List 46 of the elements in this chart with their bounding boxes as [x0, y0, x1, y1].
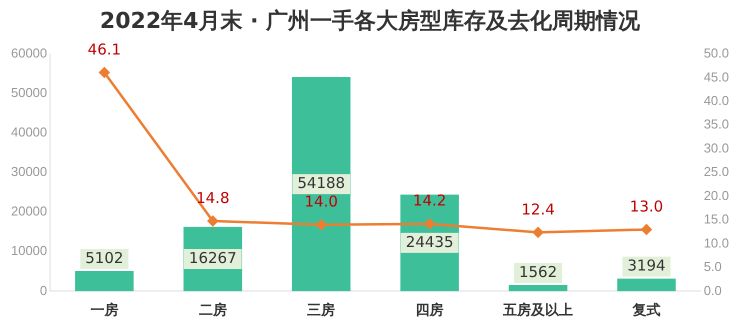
y2-tick-label: 50.0 — [704, 46, 730, 61]
bar — [617, 278, 676, 292]
data-label: 14.2 — [412, 192, 446, 210]
y-tick-label: 50000 — [10, 85, 48, 100]
y2-tick-label: 30.0 — [704, 140, 730, 156]
y-tick-label: 10000 — [10, 243, 48, 258]
y2-tick-label: 40.0 — [704, 93, 730, 108]
x-tick-label: 一房 — [90, 301, 118, 318]
data-label: 13.0 — [630, 197, 664, 216]
data-label: 12.4 — [521, 200, 555, 218]
y-tick-label: 60000 — [10, 46, 48, 61]
data-label: 14.0 — [304, 192, 338, 211]
data-label: 54188 — [297, 174, 346, 192]
point — [208, 216, 218, 226]
y2-tick-label: 10.0 — [704, 235, 730, 250]
y2-tick-label: 20.0 — [704, 188, 730, 203]
data-label: 3194 — [627, 256, 666, 274]
bar — [75, 271, 134, 292]
data-label: 5102 — [85, 248, 124, 267]
point — [424, 218, 435, 230]
x-tick-label: 五房及以上 — [502, 301, 574, 318]
x-tick-label: 二房 — [198, 301, 227, 318]
x-tick-label: 三房 — [307, 301, 336, 318]
point — [532, 227, 544, 238]
y-tick-label: 20000 — [10, 204, 48, 219]
data-label: 46.1 — [88, 40, 122, 58]
y2-tick-label: 45.0 — [704, 69, 730, 84]
point — [316, 220, 326, 230]
x-tick-label: 复式 — [631, 301, 660, 318]
point — [99, 67, 110, 78]
chart-title: 2022年4月末 · 广州一手各大房型库存及去化周期情况 — [98, 8, 642, 36]
y-tick-label: 40000 — [10, 124, 48, 140]
y2-tick-label: 15.0 — [704, 212, 730, 227]
y2-tick-label: 35.0 — [704, 116, 730, 132]
bar — [508, 285, 568, 292]
data-label: 1562 — [518, 262, 558, 281]
y2-tick-label: 0.0 — [704, 282, 722, 298]
y2-tick-label: 5.0 — [704, 259, 722, 274]
x-tick-label: 四房 — [416, 301, 444, 318]
y-tick-label: 0 — [40, 282, 48, 298]
data-label: 14.8 — [196, 188, 230, 207]
data-label: 24435 — [406, 232, 454, 251]
y2-tick-label: 25.0 — [704, 164, 730, 180]
y-tick-label: 30000 — [10, 164, 48, 180]
point — [641, 224, 652, 235]
data-label: 16267 — [188, 248, 237, 267]
